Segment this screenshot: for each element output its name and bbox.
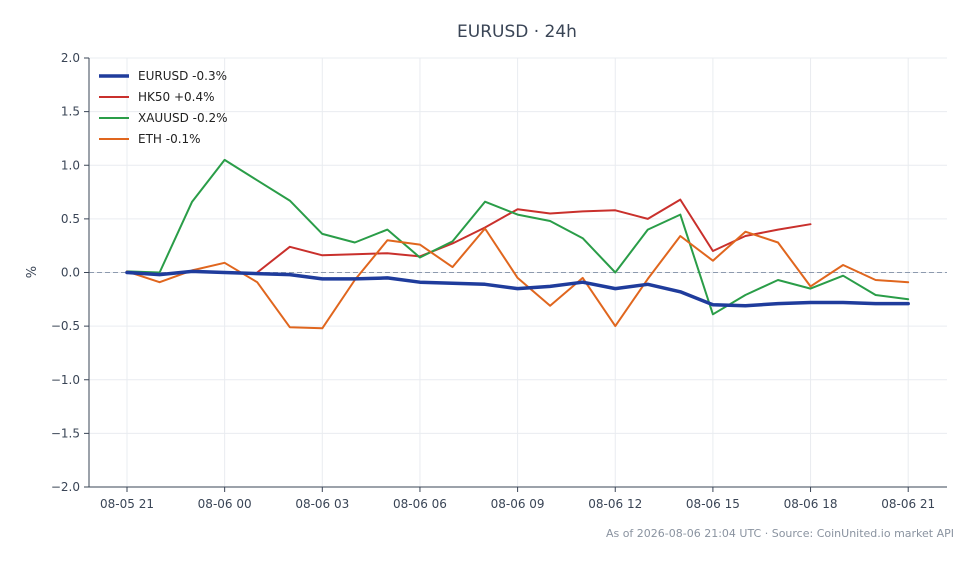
legend-label: XAUUSD -0.2% (138, 111, 227, 125)
y-tick-label: −1.0 (51, 373, 80, 387)
x-tick-label: 08-06 15 (686, 497, 740, 511)
axes: 2.0 1.5 1.0 0.5 0.0 −0.5 −1.0 −1.5 −2.0 08-05 21 0… (51, 51, 947, 511)
y-tick-label: 1.0 (61, 158, 80, 172)
y-tick-label: 0.0 (61, 266, 80, 280)
x-tick-label: 08-06 12 (588, 497, 642, 511)
series-line (126, 227, 910, 330)
y-tick-label: 2.0 (61, 51, 80, 65)
y-tick-label: −0.5 (51, 319, 80, 333)
x-tick-label: 08-06 21 (881, 497, 935, 511)
y-tick-label: 0.5 (61, 212, 80, 226)
series-line (256, 198, 812, 274)
source-footer: As of 2026-08-06 21:04 UTC · Source: Coi… (606, 527, 954, 540)
x-tick-label: 08-06 18 (784, 497, 838, 511)
y-tick-label: −2.0 (51, 480, 80, 494)
y-tick-label: 1.5 (61, 105, 80, 119)
legend-label: HK50 +0.4% (138, 90, 215, 104)
chart-title: EURUSD · 24h (457, 22, 577, 42)
series-line (125, 269, 910, 308)
y-axis-label: % (25, 266, 40, 278)
y-tick-label: −1.5 (51, 426, 80, 440)
series-line (126, 158, 910, 316)
x-tick-label: 08-05 21 (100, 497, 154, 511)
legend-label: EURUSD -0.3% (138, 69, 227, 83)
legend: EURUSD -0.3% HK50 +0.4% XAUUSD -0.2% ETH -0… (99, 69, 227, 146)
x-tick-label: 08-06 09 (491, 497, 545, 511)
series-lines (125, 158, 910, 330)
x-tick-label: 08-06 06 (393, 497, 447, 511)
grid-lines (89, 57, 947, 488)
x-tick-label: 08-06 03 (295, 497, 349, 511)
legend-label: ETH -0.1% (138, 132, 201, 146)
x-tick-label: 08-06 00 (198, 497, 252, 511)
